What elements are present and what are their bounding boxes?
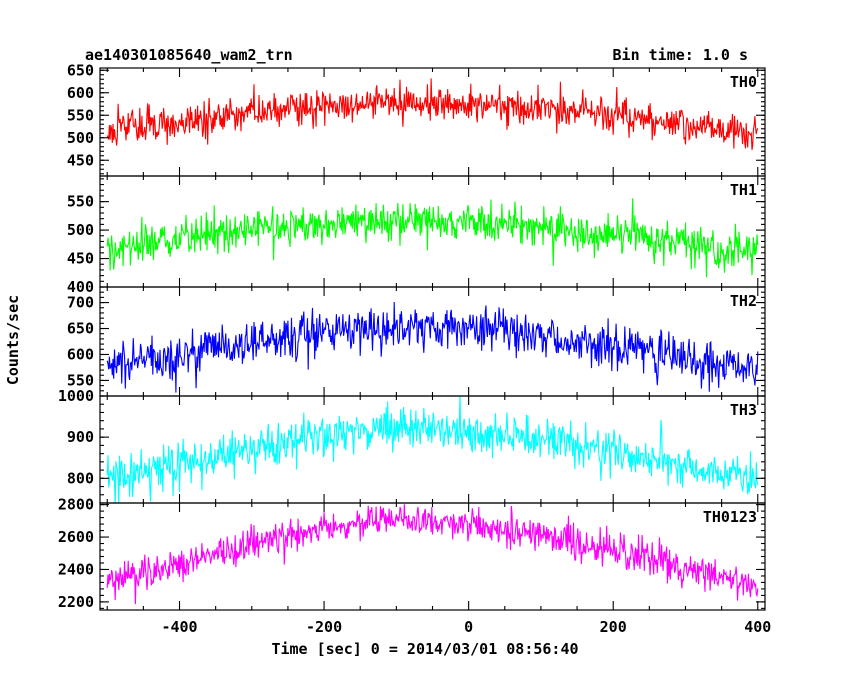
y-tick-label: 400 (67, 278, 94, 296)
chart-title: ae140301085640_wam2_trn (85, 46, 293, 64)
y-tick-label: 2800 (58, 496, 94, 514)
y-tick-label: 550 (67, 193, 94, 211)
y-tick-label: 600 (67, 84, 94, 102)
y-tick-label: 550 (67, 371, 94, 389)
x-tick-label: -400 (161, 618, 197, 636)
y-tick-label: 600 (67, 345, 94, 363)
x-tick-label: 0 (464, 618, 473, 636)
x-tick-label: -200 (306, 618, 342, 636)
series-line-th0123 (106, 504, 759, 605)
y-tick-label: 800 (67, 469, 94, 487)
panels-group: 450 500 550 600 650 TH0 400 450 500 550 TH1 550 600 6… (58, 61, 771, 636)
panel-label: TH2 (730, 292, 757, 310)
y-tick-label: 900 (67, 428, 94, 446)
panel-frame-th0 (99, 67, 766, 177)
y-tick-label: 500 (67, 129, 94, 147)
panel-frame-th3 (99, 395, 766, 504)
y-tick-label: 550 (67, 106, 94, 124)
y-tick-label: 1000 (58, 387, 94, 405)
x-tick-label: 400 (744, 618, 771, 636)
x-axis-label: Time [sec] 0 = 2014/03/01 08:56:40 (271, 640, 578, 658)
series-line-th3 (106, 396, 759, 503)
y-tick-label: 650 (67, 320, 94, 338)
x-tick-label: 200 (600, 618, 627, 636)
panel-label: TH1 (730, 181, 757, 199)
y-axis-label: Counts/sec (4, 295, 22, 385)
y-tick-label: 2200 (58, 593, 94, 611)
series-line-th2 (106, 301, 759, 393)
panel-label: TH0 (730, 73, 757, 91)
panel-label: TH3 (730, 401, 757, 419)
series-line-th1 (106, 198, 759, 278)
y-tick-label: 450 (67, 151, 94, 169)
panel-frame-th1 (99, 175, 766, 288)
y-tick-label: 500 (67, 221, 94, 239)
series-line-th0 (106, 78, 759, 150)
y-tick-label: 2600 (58, 528, 94, 546)
y-tick-label: 650 (67, 61, 94, 79)
y-tick-label: 2400 (58, 560, 94, 578)
y-tick-label: 450 (67, 250, 94, 268)
panel-label: TH0123 (703, 508, 757, 526)
y-tick-label: 700 (67, 294, 94, 312)
chart-subtitle: Bin time: 1.0 s (613, 46, 748, 64)
